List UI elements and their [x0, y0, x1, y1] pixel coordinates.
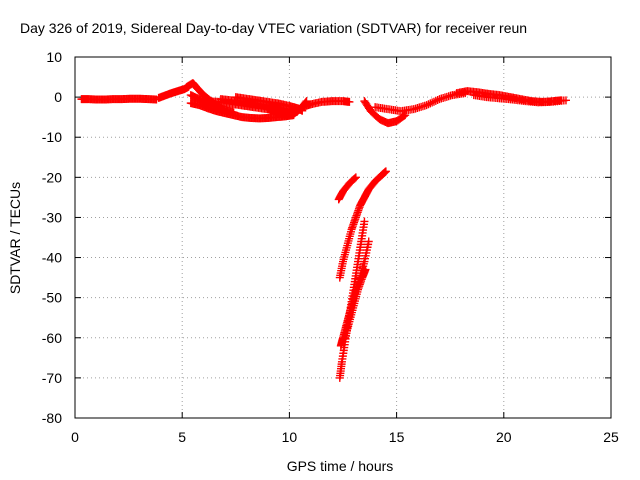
- data-point: [361, 265, 370, 274]
- x-tick-label: 10: [282, 429, 298, 445]
- data-point: [424, 100, 433, 109]
- y-tick-label: -70: [42, 370, 62, 386]
- data-point: [433, 95, 442, 104]
- data-point: [345, 97, 354, 106]
- data-point: [428, 98, 437, 107]
- y-tick-label: -40: [42, 250, 62, 266]
- series-track-n: [469, 91, 570, 107]
- y-tick-label: -30: [42, 209, 62, 225]
- data-point: [350, 174, 359, 183]
- series-track-s: [341, 265, 370, 342]
- y-tick-label: -10: [42, 129, 62, 145]
- plot-frame: [74, 56, 612, 419]
- axis-ticks: 0 5 10 15 20 25 10 0 -10 -20 -30 -40 -50 -60 -70 -80: [42, 49, 619, 445]
- data-point: [561, 96, 570, 105]
- y-tick-label: -20: [42, 169, 62, 185]
- data-point: [351, 173, 360, 182]
- x-tick-label: 5: [178, 429, 186, 445]
- y-tick-label: -50: [42, 290, 62, 306]
- data-point: [422, 101, 431, 110]
- series-track-p: [335, 167, 390, 282]
- data-points: [77, 79, 570, 382]
- series-track-l: [371, 89, 470, 116]
- x-axis-title: GPS time / hours: [287, 458, 394, 474]
- data-point: [429, 97, 438, 106]
- y-axis-title: SDTVAR / TECUs: [7, 182, 23, 294]
- x-tick-label: 15: [389, 429, 405, 445]
- series-track-e: [186, 99, 298, 123]
- data-point: [364, 237, 373, 246]
- data-point: [426, 99, 435, 108]
- data-point: [350, 175, 359, 184]
- series-track-k: [360, 97, 410, 128]
- series-track-a: [77, 94, 161, 104]
- x-tick-label: 25: [603, 429, 619, 445]
- series-track-j: [298, 97, 354, 112]
- y-tick-label: -60: [42, 330, 62, 346]
- chart-title: Day 326 of 2019, Sidereal Day-to-day VTE…: [20, 20, 527, 36]
- data-point: [431, 96, 440, 105]
- data-point: [360, 217, 369, 226]
- series-track-o: [334, 173, 360, 204]
- y-tick-label: 0: [54, 89, 62, 105]
- y-tick-label: -80: [42, 410, 62, 426]
- y-tick-label: 10: [46, 49, 62, 65]
- x-tick-label: 0: [71, 429, 79, 445]
- data-point: [381, 167, 390, 176]
- x-tick-label: 20: [496, 429, 512, 445]
